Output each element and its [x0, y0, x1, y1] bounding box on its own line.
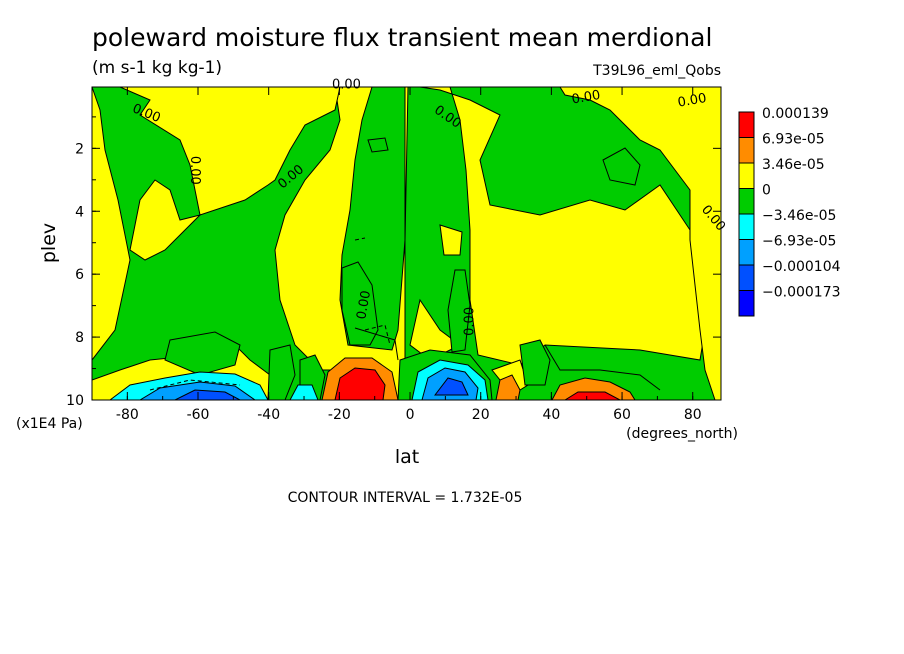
- contour-line-2: [544, 344, 661, 391]
- legend-label: −0.000104: [762, 259, 841, 275]
- x-tick-label: -40: [257, 407, 280, 423]
- chart-title: poleward moisture flux transient mean me…: [92, 23, 712, 52]
- x-tick-label: 20: [472, 407, 490, 423]
- plot-area: [92, 87, 721, 400]
- legend-swatch: [738, 137, 755, 164]
- nh-neg-blue: [433, 377, 469, 396]
- y-axis-units: (x1E4 Pa): [16, 416, 83, 432]
- nh-pos-orange-1: [495, 374, 521, 400]
- island-green-2: [602, 147, 641, 186]
- legend-label: −6.93e-05: [762, 234, 836, 250]
- y-tick-label: 2: [75, 141, 84, 157]
- nh-pos-red-2: [564, 391, 621, 400]
- nh-pos-orange-2: [551, 377, 636, 400]
- y-tick-label: 4: [75, 204, 84, 220]
- x-axis-label: lat: [395, 446, 419, 468]
- y-tick-label: 10: [66, 393, 84, 409]
- y-tick-label: 8: [75, 330, 84, 346]
- x-tick-label: -80: [116, 407, 139, 423]
- legend-label: −0.000173: [762, 285, 841, 301]
- y-axis-label: plev: [38, 223, 60, 263]
- region-yellow-southmid: [129, 179, 202, 261]
- chart-units: (m s-1 kg kg-1): [92, 58, 222, 78]
- contour-lines: [149, 87, 661, 391]
- legend-swatch: [738, 111, 755, 138]
- nh-negative-core: [411, 359, 489, 400]
- legend-swatch: [738, 290, 755, 317]
- island-green-1: [367, 137, 389, 153]
- region-yellow-southhigh: [92, 87, 341, 216]
- island-green-4: [447, 269, 471, 353]
- y-axis: 2 4 6 8 10: [66, 116, 721, 409]
- contour-label: 0.00: [354, 289, 374, 320]
- contour-line-3: [354, 237, 366, 241]
- legend-swatch: [738, 264, 755, 291]
- nh-positive-cores: [495, 374, 636, 400]
- legend-swatch: [738, 162, 755, 189]
- legend-swatch: [738, 213, 755, 240]
- legend-label: 3.46e-05: [762, 157, 825, 173]
- legend-label: 0.000139: [762, 106, 829, 122]
- sh-positive-core: [321, 357, 399, 400]
- color-legend: 0.000139 6.93e-05 3.46e-05 0 −3.46e-05 −6.93e…: [738, 106, 841, 317]
- x-tick-label: 40: [542, 407, 560, 423]
- contour-label: 0.00: [677, 91, 708, 111]
- legend-label: 6.93e-05: [762, 132, 825, 148]
- contour-interval: CONTOUR INTERVAL = 1.732E-05: [288, 490, 523, 506]
- legend-swatch: [738, 239, 755, 266]
- sh-negative-core: [109, 371, 319, 400]
- contour-label: 0.00: [187, 156, 202, 185]
- contour-label: 0.00: [571, 88, 602, 108]
- contour-label: 0.00: [332, 78, 361, 93]
- contour-line-6: [354, 327, 399, 361]
- run-label: T39L96_eml_Qobs: [592, 63, 721, 79]
- x-axis-units: (degrees_north): [626, 426, 738, 442]
- plot-frame: [91, 86, 722, 401]
- island-green-5: [519, 339, 551, 386]
- legend-label: 0: [762, 183, 771, 199]
- island-green-3: [341, 261, 379, 346]
- legend-swatch: [738, 188, 755, 215]
- x-axis: -80 -60 -40 -20 0 20 40 60 80: [91, 87, 702, 423]
- x-tick-label: 0: [406, 407, 415, 423]
- region-yellow-south-polar-strip: [92, 87, 131, 361]
- x-tick-label: -20: [328, 407, 351, 423]
- sh-core-blue: [174, 389, 241, 400]
- x-tick-label: 80: [684, 407, 702, 423]
- island-green-9: [164, 331, 241, 376]
- sh-core-cyan-2: [289, 384, 319, 400]
- x-tick-label: 60: [613, 407, 631, 423]
- y-tick-label: 6: [75, 267, 84, 283]
- region-yellow-nh-lobe: [439, 224, 463, 256]
- legend-label: −3.46e-05: [762, 208, 836, 224]
- negative-islands: [164, 137, 641, 400]
- contour-label: 0.00: [463, 307, 478, 336]
- x-tick-label: -60: [187, 407, 210, 423]
- island-green-7: [267, 344, 296, 400]
- region-yellow-northpole: [559, 87, 721, 400]
- sh-pos-red: [334, 367, 386, 400]
